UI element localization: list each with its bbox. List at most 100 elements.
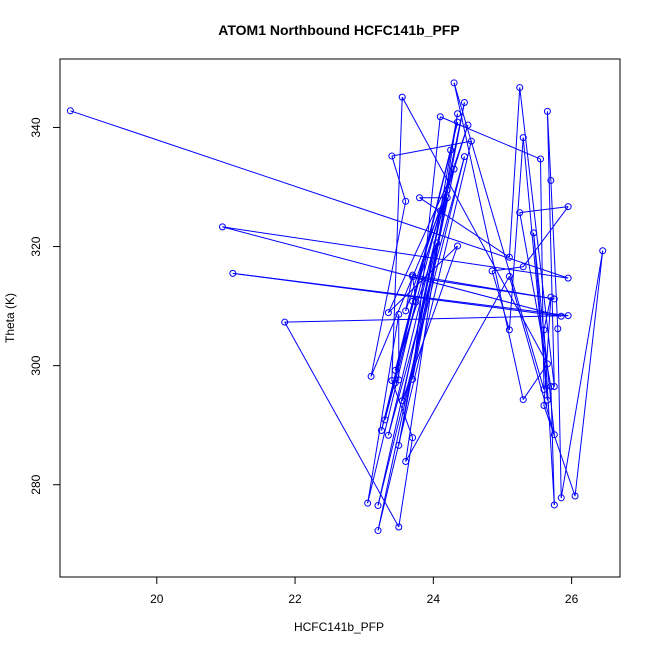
data-point xyxy=(516,84,524,92)
data-point xyxy=(543,360,551,368)
data-point xyxy=(554,325,562,333)
data-point xyxy=(460,98,468,106)
data-point xyxy=(374,527,382,535)
data-point xyxy=(218,223,226,231)
data-point xyxy=(543,396,551,404)
data-point xyxy=(433,239,441,247)
data-point xyxy=(402,457,410,465)
data-point xyxy=(377,427,385,435)
plot-frame xyxy=(59,58,621,578)
series-segment xyxy=(405,276,510,462)
series-segment xyxy=(284,321,400,528)
data-point xyxy=(547,176,555,184)
series-segment xyxy=(453,82,545,390)
series-segment xyxy=(519,87,555,387)
data-point xyxy=(395,523,403,531)
data-point xyxy=(547,293,555,301)
series-segment xyxy=(391,97,403,381)
y-tick-label: 280 xyxy=(29,474,43,494)
data-point xyxy=(460,153,468,161)
data-point xyxy=(398,397,406,405)
series-segment xyxy=(391,155,407,202)
data-point xyxy=(550,431,558,439)
x-tick-label: 24 xyxy=(427,592,441,606)
x-tick-label: 20 xyxy=(150,592,164,606)
x-axis-title: HCFC141b_PFP xyxy=(294,620,384,634)
data-point xyxy=(398,93,406,101)
data-point xyxy=(384,309,392,317)
series-segment xyxy=(574,250,604,497)
data-point xyxy=(454,118,462,126)
series-segment xyxy=(560,250,604,498)
data-point xyxy=(540,385,548,393)
series-segment xyxy=(546,111,552,181)
y-tick-label: 340 xyxy=(29,117,43,137)
data-point xyxy=(436,207,444,215)
data-point xyxy=(488,267,496,275)
data-point xyxy=(395,310,403,318)
data-point xyxy=(550,295,558,303)
data-point xyxy=(530,229,538,237)
series-segment xyxy=(543,297,552,331)
chart-title: ATOM1 Northbound HCFC141b_PFP xyxy=(218,22,459,38)
data-point xyxy=(519,396,527,404)
data-point xyxy=(416,194,424,202)
series-segment xyxy=(533,232,548,401)
data-point xyxy=(281,318,289,326)
series-segment xyxy=(519,206,569,214)
series-segment xyxy=(377,141,472,531)
series-segment xyxy=(394,379,400,384)
data-point xyxy=(409,375,417,383)
series-segment xyxy=(387,189,448,436)
series-segment xyxy=(519,212,552,387)
data-point xyxy=(467,137,475,145)
data-point xyxy=(564,274,572,282)
data-point xyxy=(454,110,462,118)
data-point xyxy=(402,307,410,315)
series-segment xyxy=(405,124,469,312)
data-point xyxy=(402,197,410,205)
data-point xyxy=(550,501,558,509)
data-point xyxy=(516,209,524,217)
data-point xyxy=(391,366,399,374)
data-point xyxy=(409,273,417,281)
series-segment xyxy=(391,140,472,157)
series-segment xyxy=(550,180,559,329)
data-point xyxy=(599,247,607,255)
series-segment xyxy=(492,266,524,272)
data-point xyxy=(519,134,527,142)
x-tick-label: 26 xyxy=(565,592,579,606)
series-segment xyxy=(405,275,414,311)
data-point xyxy=(540,402,548,410)
series-segment xyxy=(388,245,458,314)
series-segment xyxy=(367,314,400,504)
data-point xyxy=(564,312,572,320)
x-axis: 20 22 24 26 xyxy=(150,577,579,606)
series-segment xyxy=(419,197,510,258)
data-point xyxy=(66,107,74,115)
series-segment xyxy=(367,301,417,504)
data-point xyxy=(388,377,396,385)
x-tick-label: 22 xyxy=(288,592,302,606)
series-segment xyxy=(557,328,562,498)
data-point xyxy=(447,146,455,154)
data-point xyxy=(384,431,392,439)
data-point xyxy=(229,269,237,277)
data-point xyxy=(540,326,548,334)
data-point xyxy=(536,155,544,163)
series-segment xyxy=(543,297,552,406)
series-segment xyxy=(394,121,459,371)
series-segment xyxy=(491,270,510,331)
series-segment xyxy=(387,156,465,436)
data-point xyxy=(412,298,420,306)
series-segment xyxy=(377,242,438,506)
data-point xyxy=(550,382,558,390)
data-point xyxy=(519,263,527,271)
data-point xyxy=(409,434,417,442)
series-segment xyxy=(508,137,524,330)
series-segment xyxy=(522,206,569,268)
series-segment xyxy=(377,169,455,531)
data-point xyxy=(450,165,458,173)
data-point xyxy=(505,326,513,334)
